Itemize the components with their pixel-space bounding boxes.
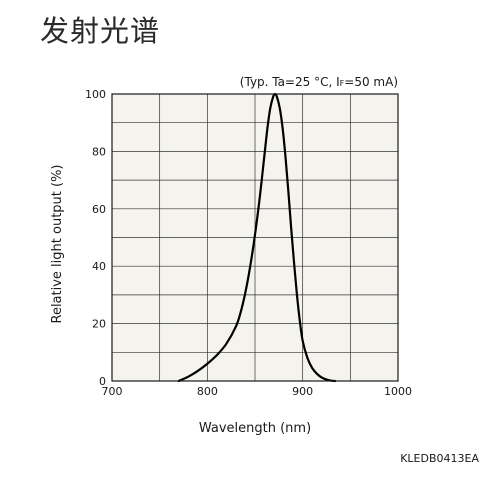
y-tick-label: 100 — [85, 88, 106, 101]
condition-suffix: =50 mA) — [344, 75, 398, 89]
x-tick-label: 1000 — [384, 385, 412, 398]
page-title: 发射光谱 — [40, 14, 161, 48]
x-tick-labels: 700 800 900 1000 — [102, 385, 413, 398]
y-tick-label: 60 — [92, 203, 106, 216]
measurement-conditions: (Typ. Ta=25 °C, IF=50 mA) — [240, 75, 398, 89]
x-axis-title: Wavelength (nm) — [199, 421, 311, 436]
plot-frame — [111, 93, 399, 382]
gridlines — [112, 94, 398, 381]
y-tick-labels: 0 20 40 60 80 100 — [85, 88, 106, 388]
x-tick-label: 900 — [292, 385, 313, 398]
x-tick-label: 700 — [102, 385, 123, 398]
condition-prefix: (Typ. Ta=25 °C, I — [239, 75, 340, 89]
y-tick-label: 40 — [92, 260, 106, 273]
y-tick-label: 20 — [92, 318, 106, 331]
y-axis-title: Relative light output (%) — [50, 164, 65, 323]
figure-code: KLEDB0413EA — [400, 452, 479, 465]
y-tick-label: 0 — [99, 375, 106, 388]
x-tick-label: 800 — [197, 385, 218, 398]
condition-subscript: F — [339, 79, 345, 88]
y-tick-label: 80 — [92, 145, 106, 158]
